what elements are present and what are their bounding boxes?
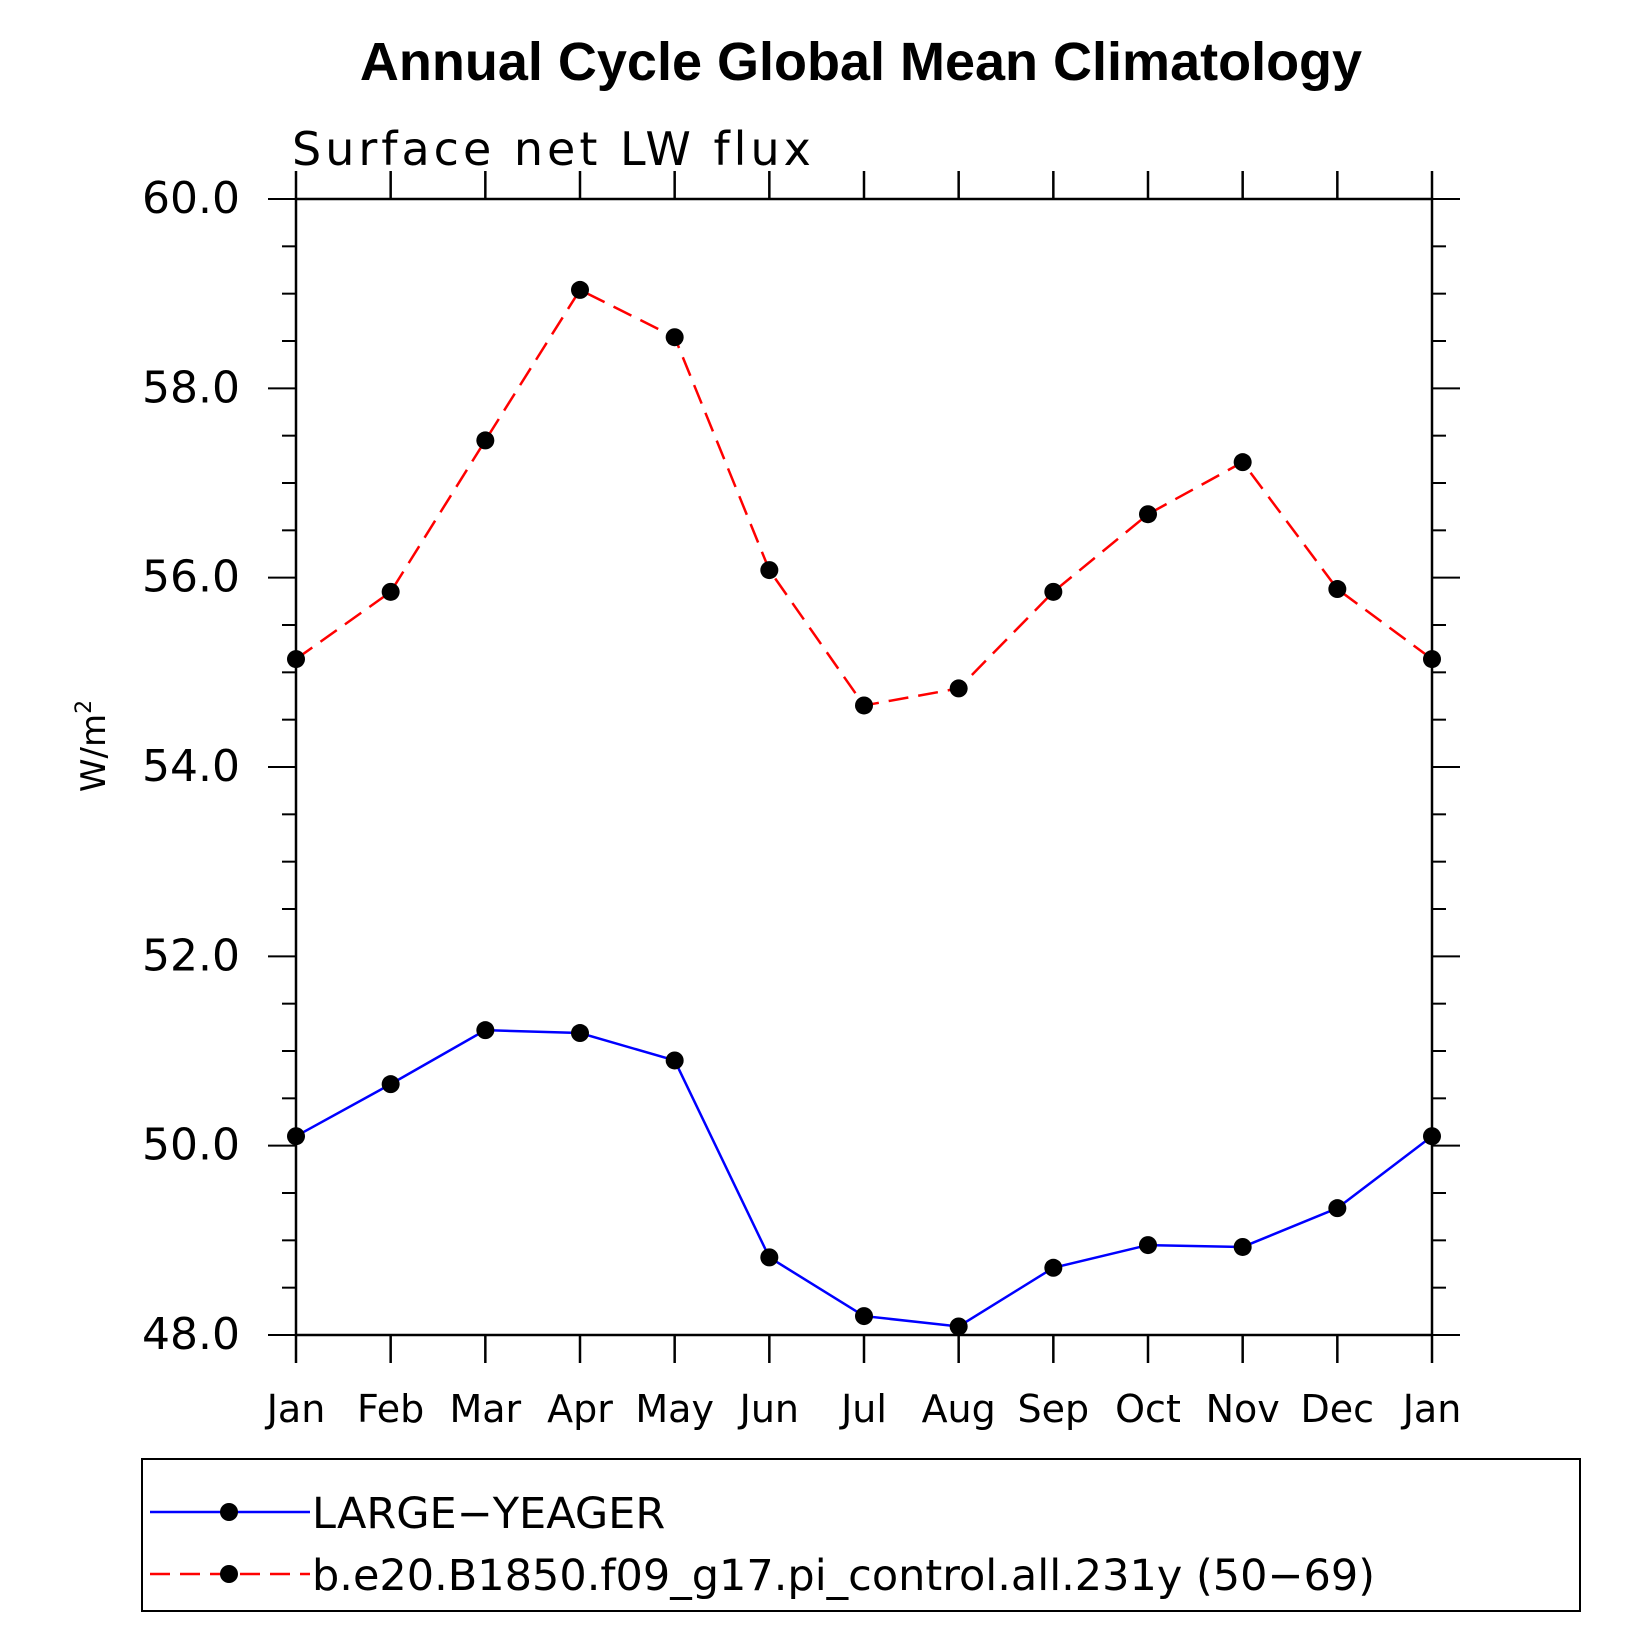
series-1	[287, 1021, 1441, 1336]
data-point	[949, 679, 968, 698]
y-axis-label: W/m2	[72, 700, 114, 792]
data-point	[1044, 582, 1063, 601]
data-point	[1423, 1127, 1441, 1146]
chart-title: Annual Cycle Global Mean Climatology	[360, 32, 1362, 92]
legend: LARGE−YEAGER b.e20.B1850.f09_g17.pi_contr…	[150, 1489, 1375, 1601]
data-point	[760, 561, 779, 580]
data-point	[665, 328, 684, 347]
data-point	[1139, 1236, 1157, 1255]
data-point	[1328, 580, 1347, 599]
x-tick-label: Oct	[1115, 1387, 1181, 1431]
svg-text:W/m2: W/m2	[72, 700, 114, 792]
x-tick-label: Jun	[738, 1387, 799, 1431]
data-point	[287, 1127, 305, 1146]
data-point	[1044, 1258, 1063, 1277]
legend-box	[141, 1458, 1581, 1612]
data-point	[1328, 1199, 1347, 1218]
data-point	[571, 280, 589, 299]
x-tick-label: Aug	[922, 1387, 996, 1431]
data-point	[665, 1051, 684, 1070]
x-tick-label: Feb	[357, 1387, 424, 1431]
y-tick-label: 56.0	[142, 552, 240, 603]
series-line	[295, 288, 1433, 707]
y-tick-label: 50.0	[142, 1120, 240, 1171]
data-point	[949, 1317, 968, 1336]
x-tick-label: May	[635, 1387, 714, 1431]
y-tick-label: 60.0	[142, 173, 240, 224]
x-tick-label: Dec	[1301, 1387, 1375, 1431]
data-point	[1233, 1237, 1252, 1256]
plot-frame	[294, 197, 1434, 1337]
data-point	[1233, 453, 1252, 472]
y-tick-label: 48.0	[142, 1309, 240, 1360]
data-point	[855, 696, 873, 715]
data-point	[381, 582, 400, 601]
legend-item-1: LARGE−YEAGER	[150, 1489, 665, 1539]
y-axis-label-superscript: 2	[72, 700, 97, 714]
x-tick-label: Jan	[1401, 1387, 1462, 1431]
x-tick-label: Sep	[1018, 1387, 1090, 1431]
x-tick-label: Jul	[839, 1387, 887, 1431]
data-point	[760, 1248, 779, 1267]
y-tick-label: 58.0	[142, 362, 240, 413]
x-tick-label: Nov	[1206, 1387, 1280, 1431]
series-line	[295, 1028, 1433, 1328]
data-point	[476, 431, 495, 450]
y-tick-label: 54.0	[142, 741, 240, 792]
legend-label: b.e20.B1850.f09_g17.pi_control.all.231y …	[312, 1551, 1375, 1601]
data-point	[287, 650, 305, 669]
y-axis-label-text: W/m	[74, 714, 114, 792]
x-tick-label: Jan	[265, 1387, 326, 1431]
data-point	[1139, 505, 1157, 524]
chart-subtitle: Surface net LW flux	[292, 122, 815, 176]
axes: Jan Feb Mar Apr May Jun Jul Aug Sep Oct Nov Dec Jan 4…	[142, 171, 1461, 1431]
x-tick-label: Mar	[449, 1387, 521, 1431]
legend-marker	[220, 1565, 238, 1583]
y-tick-label: 52.0	[142, 930, 240, 981]
x-tick-label: Apr	[547, 1387, 613, 1431]
data-point	[855, 1307, 873, 1326]
data-point	[476, 1021, 495, 1040]
data-point	[1423, 650, 1441, 669]
data-point	[381, 1075, 400, 1094]
legend-label: LARGE−YEAGER	[312, 1489, 665, 1539]
series-2	[287, 280, 1441, 715]
legend-marker	[220, 1503, 238, 1521]
series-layer	[287, 280, 1441, 1336]
legend-item-2: b.e20.B1850.f09_g17.pi_control.all.231y …	[150, 1551, 1375, 1601]
data-point	[571, 1024, 589, 1043]
